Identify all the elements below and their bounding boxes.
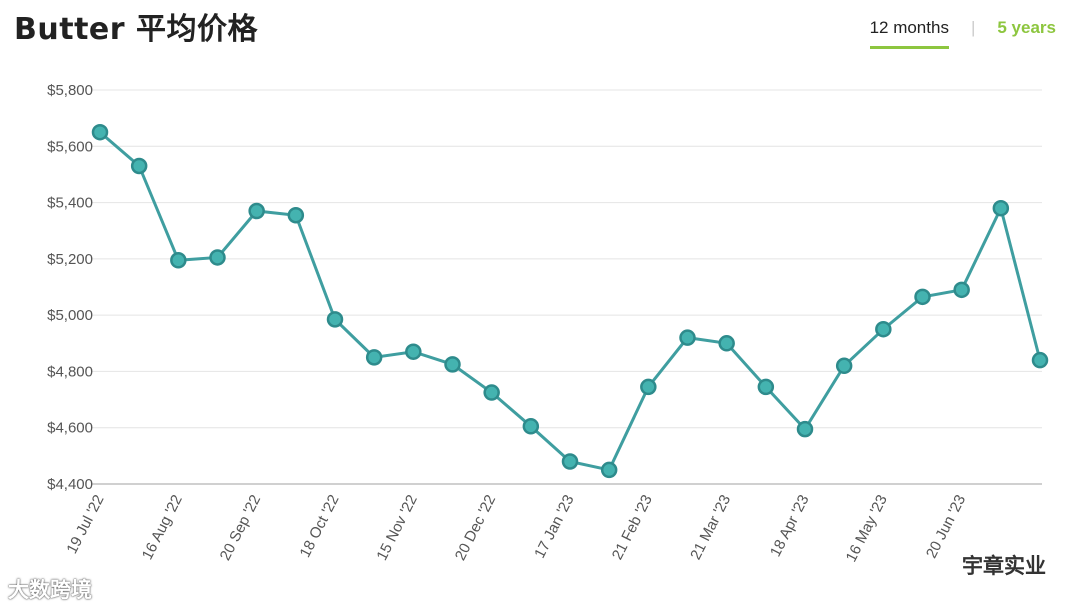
y-tick-label: $5,200 xyxy=(47,251,93,268)
page-title: Butter 平均价格 xyxy=(14,12,258,47)
data-point[interactable] xyxy=(561,453,579,470)
y-tick-label: $4,600 xyxy=(47,420,93,437)
x-axis-ticks: 19 Jul '22 16 Aug '22 20 Sep '22 18 Oct '22… xyxy=(63,492,969,565)
data-point[interactable] xyxy=(640,378,657,396)
x-tick-label: 15 Nov '22 xyxy=(373,492,420,563)
x-tick-label: 18 Apr '23 xyxy=(767,492,813,559)
y-tick-label: $4,800 xyxy=(47,363,93,380)
data-point[interactable] xyxy=(326,311,344,328)
data-point[interactable] xyxy=(405,343,422,360)
data-point[interactable] xyxy=(914,288,931,306)
data-point[interactable] xyxy=(483,384,500,401)
x-tick-label: 17 Jan '23 xyxy=(531,492,577,561)
watermark-left: 大数跨境 xyxy=(8,578,92,602)
x-tick-label: 21 Mar '23 xyxy=(687,492,734,562)
tab-5-years[interactable]: 5 years xyxy=(997,18,1056,37)
y-axis-ticks: $4,400 $4,600 $4,800 $5,000 $5,200 $5,400 $5,6… xyxy=(47,82,93,493)
data-point[interactable] xyxy=(444,356,461,373)
series-line xyxy=(99,131,1042,472)
x-tick-label: 20 Dec '22 xyxy=(452,492,499,563)
x-tick-label: 18 Oct '22 xyxy=(297,492,343,560)
data-point[interactable] xyxy=(679,329,696,346)
data-point[interactable] xyxy=(170,252,187,269)
data-point[interactable] xyxy=(600,461,618,479)
data-point[interactable] xyxy=(365,349,383,366)
gridlines xyxy=(92,89,1042,485)
range-tabs: 12 months | 5 years xyxy=(869,18,1056,49)
y-tick-label: $5,600 xyxy=(47,138,93,155)
data-point[interactable] xyxy=(248,202,265,220)
data-point[interactable] xyxy=(953,281,970,299)
data-point[interactable] xyxy=(875,320,892,338)
data-points xyxy=(91,123,1049,479)
y-tick-label: $5,400 xyxy=(47,195,93,212)
data-point[interactable] xyxy=(992,199,1010,217)
y-tick-label: $4,400 xyxy=(47,476,93,493)
data-point[interactable] xyxy=(522,418,540,435)
y-tick-label: $5,000 xyxy=(47,307,93,324)
data-point[interactable] xyxy=(287,206,305,224)
y-tick-label: $5,800 xyxy=(47,82,93,99)
data-point[interactable] xyxy=(718,335,735,352)
x-tick-label: 20 Sep '22 xyxy=(217,492,265,563)
tab-separator: | xyxy=(970,18,976,37)
data-point[interactable] xyxy=(796,420,814,438)
data-point[interactable] xyxy=(209,249,226,266)
tab-12-months[interactable]: 12 months xyxy=(869,18,949,49)
data-point[interactable] xyxy=(1031,351,1049,369)
data-point[interactable] xyxy=(130,157,148,175)
watermark-right: 宇章实业 xyxy=(962,554,1046,578)
x-tick-label: 19 Jul '22 xyxy=(63,492,107,557)
x-tick-label: 16 May '23 xyxy=(843,492,891,565)
x-tick-label: 21 Feb '23 xyxy=(609,492,656,562)
data-point[interactable] xyxy=(757,378,775,396)
data-point[interactable] xyxy=(91,123,109,141)
x-tick-label: 16 Aug '22 xyxy=(139,492,186,562)
data-point[interactable] xyxy=(835,357,853,375)
